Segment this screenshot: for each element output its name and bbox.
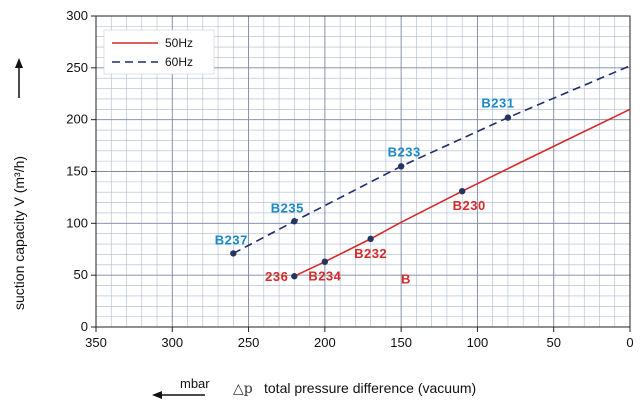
x-tick-label: 150 — [390, 335, 412, 350]
data-point — [367, 235, 374, 243]
data-points — [230, 114, 512, 280]
y-tick-label: 0 — [81, 319, 88, 334]
y-tick-label: 300 — [66, 8, 88, 23]
x-axis-label: total pressure difference (vacuum) — [264, 380, 476, 396]
point-label: B231 — [481, 96, 514, 111]
data-point — [321, 258, 329, 265]
point-label: B237 — [215, 232, 248, 247]
point-label: B234 — [308, 269, 341, 284]
x-axis-title: mbar △p total pressure difference (vacuu… — [152, 376, 476, 399]
y-tick-label: 200 — [66, 112, 88, 127]
point-label: 236 — [265, 269, 288, 284]
y-tick-label: 100 — [66, 215, 88, 230]
legend-label-50hz: 50Hz — [165, 36, 193, 50]
y-axis-label: suction capacity V (m³/h) — [11, 156, 27, 310]
x-tick-label: 250 — [238, 335, 260, 350]
x-tick-label: 200 — [314, 335, 336, 350]
data-point — [291, 218, 298, 225]
annotation-label: B — [401, 271, 410, 286]
x-axis-unit: mbar — [180, 376, 210, 391]
x-axis-arrowhead — [152, 391, 162, 399]
data-point — [230, 250, 237, 257]
y-tick-label: 250 — [66, 60, 88, 75]
x-tick-label: 100 — [467, 335, 489, 350]
data-point — [458, 187, 466, 195]
point-label: B235 — [271, 200, 304, 215]
legend: 50Hz 60Hz — [103, 29, 215, 75]
point-label: B233 — [388, 144, 421, 159]
ticks: 350 300 250 200 150 100 50 0 0 50 100 150 200 250 300 — [66, 8, 633, 350]
y-axis-arrowhead — [15, 58, 23, 68]
data-point — [397, 163, 405, 170]
x-tick-label: 350 — [85, 335, 107, 350]
data-point — [504, 114, 512, 121]
legend-label-60hz: 60Hz — [165, 55, 193, 69]
point-label: B232 — [354, 246, 387, 261]
data-point — [291, 273, 298, 280]
x-tick-label: 50 — [546, 335, 560, 350]
x-axis-delta-symbol: △p — [233, 381, 253, 397]
y-tick-label: 150 — [66, 164, 88, 179]
y-tick-label: 50 — [74, 267, 88, 282]
y-axis-title: suction capacity V (m³/h) — [11, 58, 27, 310]
x-tick-label: 300 — [161, 335, 183, 350]
point-labels: 236 B234 B232 B230 B237 B235 B233 B231 B — [215, 96, 514, 287]
point-label: B230 — [453, 198, 486, 213]
x-tick-label: 0 — [626, 335, 633, 350]
legend-box — [103, 29, 215, 75]
